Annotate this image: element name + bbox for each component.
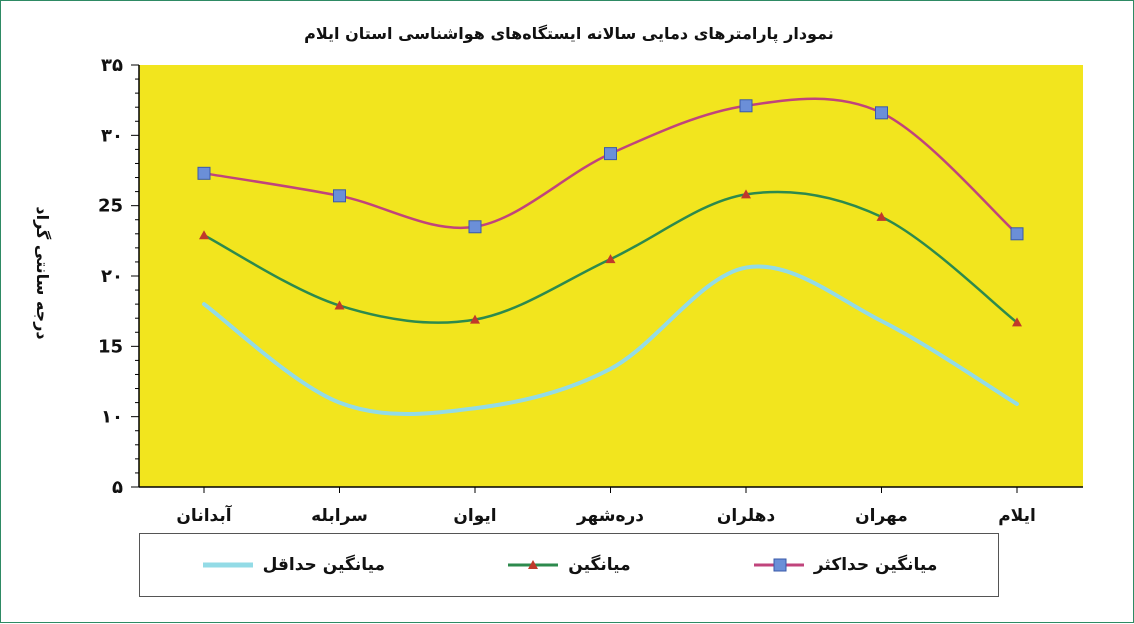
data-point: [334, 300, 345, 310]
plot-area: ۵ ۱۰ 15 ۲۰ 25 ۳۰ ۳۵ ایلام مهران دهلران دره‌شهر ایوا…: [98, 55, 1083, 526]
legend-swatch: [202, 562, 253, 568]
data-point: [876, 211, 887, 221]
data-point: [468, 220, 482, 234]
legend-swatch: [753, 558, 804, 572]
legend-item: میانگین حداقل: [201, 555, 385, 575]
data-point: [1010, 227, 1024, 241]
y-tick-label: ۲۰: [101, 266, 123, 287]
x-tick-label: دره‌شهر: [576, 506, 644, 526]
data-point: [875, 106, 888, 120]
data-point: [470, 314, 480, 324]
y-axis-label: درجه سانتی گراد: [33, 206, 52, 339]
x-tick-label: ایوان: [453, 506, 496, 526]
y-tick-label: 25: [98, 196, 123, 217]
data-point: [197, 166, 211, 180]
legend-swatch: [508, 560, 559, 569]
legend-label: میانگین حداقل: [262, 555, 386, 575]
legend-label: میانگین حداکثر: [813, 555, 938, 575]
x-tick-label: آبدانان: [176, 504, 232, 526]
y-tick-label: ۱۰: [101, 407, 123, 428]
legend-item: میانگین حداکثر: [752, 555, 938, 575]
y-tick-label: ۵: [112, 477, 123, 498]
data-point: [333, 189, 346, 203]
data-point: [739, 99, 753, 113]
data-point: [604, 147, 617, 161]
legend-label: میانگین: [568, 555, 631, 575]
plot-background: [139, 65, 1083, 487]
y-tick-label: ۳۰: [101, 125, 123, 146]
chart-legend: میانگین حداکثر میانگین میانگین حداقل: [139, 533, 999, 597]
chart-title: نمودار پارامترهای دمایی سالانه ایستگاه‌ه…: [304, 24, 834, 44]
y-tick-label: 15: [98, 336, 123, 357]
x-tick-label: مهران: [855, 506, 908, 526]
x-tick-label: دهلران: [717, 506, 776, 526]
data-point: [741, 189, 751, 199]
data-point: [199, 230, 209, 240]
y-tick-label: ۳۵: [101, 55, 123, 76]
series-line: [202, 264, 1019, 417]
data-point: [1012, 317, 1022, 327]
x-tick-label: سرابله: [311, 506, 368, 526]
x-tick-label: ایلام: [998, 506, 1036, 526]
legend-item: میانگین: [506, 555, 631, 575]
data-point: [605, 254, 616, 264]
